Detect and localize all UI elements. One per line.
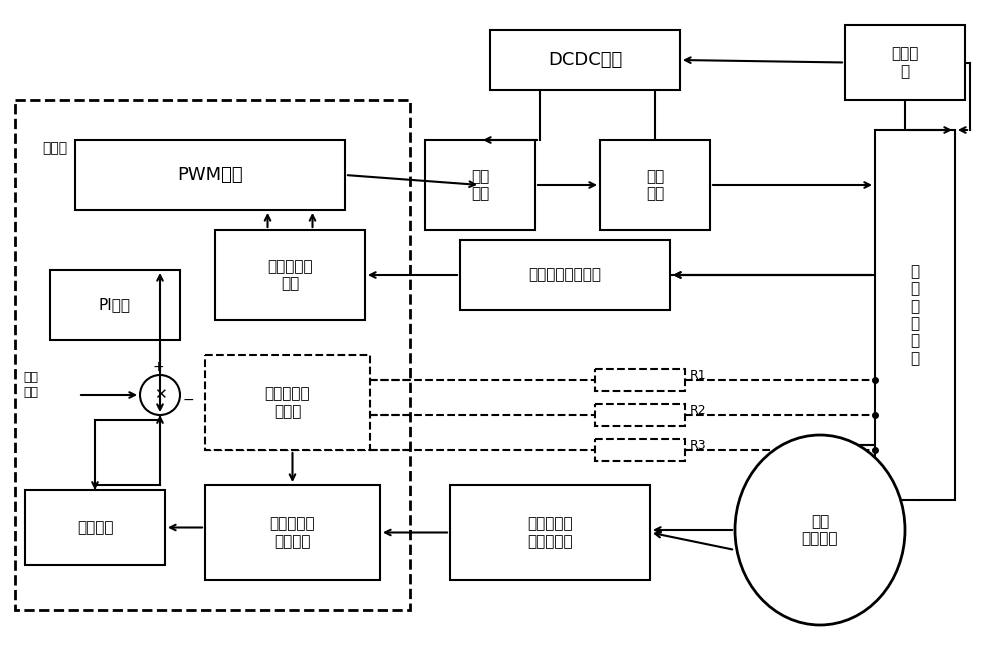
Text: DCDC模块: DCDC模块 <box>548 51 622 69</box>
Text: R2: R2 <box>690 404 707 417</box>
Bar <box>875 130 955 500</box>
Bar <box>205 355 370 450</box>
Bar <box>450 485 650 580</box>
Text: PI调节: PI调节 <box>99 297 131 312</box>
Bar <box>490 30 680 90</box>
Text: 直流电
源: 直流电 源 <box>891 46 919 79</box>
Bar <box>425 140 535 230</box>
Bar <box>205 485 380 580</box>
Text: 全
桥
逆
变
电
路: 全 桥 逆 变 电 路 <box>910 264 920 366</box>
Bar <box>215 230 365 320</box>
Text: 驱动
电路: 驱动 电路 <box>646 169 664 201</box>
Text: 换相控制及
故障诊断: 换相控制及 故障诊断 <box>270 516 315 549</box>
Text: +: + <box>152 360 164 374</box>
Text: 设定
速度: 设定 速度 <box>23 371 38 399</box>
Bar <box>15 100 410 610</box>
Text: 无刷
直流电机: 无刷 直流电机 <box>802 514 838 546</box>
Bar <box>595 369 685 391</box>
Bar <box>595 404 685 426</box>
Text: R1: R1 <box>690 369 707 382</box>
Bar <box>25 490 165 565</box>
Text: PWM控制: PWM控制 <box>177 166 243 184</box>
Text: 过压、过流
保护: 过压、过流 保护 <box>267 259 313 291</box>
Bar <box>460 240 670 310</box>
Text: 电流电压采样电路: 电流电压采样电路 <box>528 268 602 283</box>
Text: ✕: ✕ <box>154 388 166 402</box>
Bar <box>595 439 685 461</box>
Text: 隔离
电路: 隔离 电路 <box>471 169 489 201</box>
Text: 转子位置信
号采集电路: 转子位置信 号采集电路 <box>527 516 573 549</box>
Text: 反电动势过
零检测: 反电动势过 零检测 <box>265 386 310 419</box>
Text: −: − <box>182 393 194 407</box>
Circle shape <box>140 375 180 415</box>
Bar <box>845 25 965 100</box>
Bar <box>600 140 710 230</box>
Ellipse shape <box>735 435 905 625</box>
Text: 单片机: 单片机 <box>42 141 67 155</box>
Bar <box>50 270 180 340</box>
Text: R3: R3 <box>690 439 707 452</box>
Text: 速度检测: 速度检测 <box>77 520 113 535</box>
Bar <box>75 140 345 210</box>
